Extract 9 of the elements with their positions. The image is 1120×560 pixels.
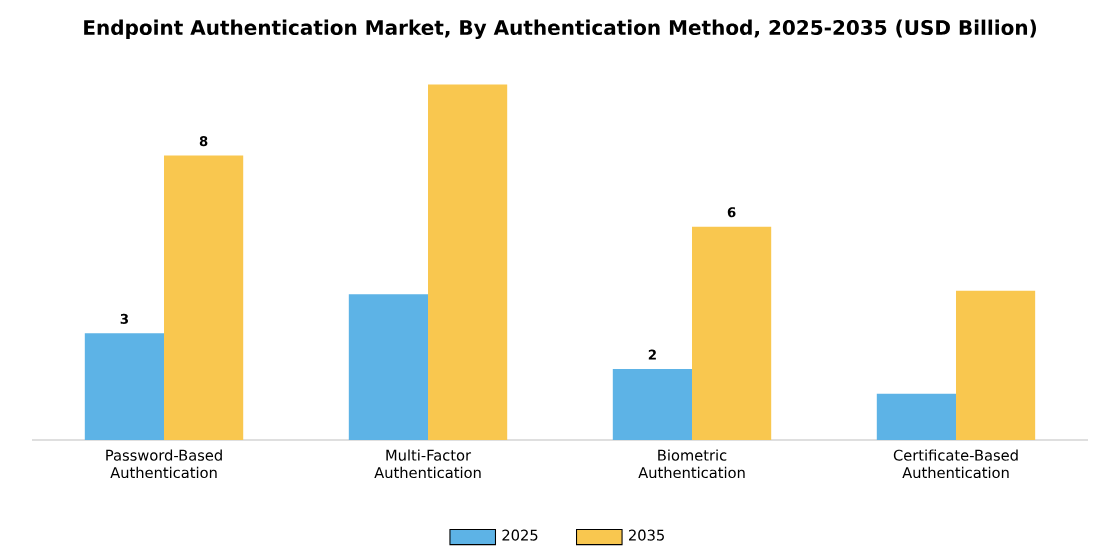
bar <box>955 290 1036 441</box>
bar <box>84 333 165 441</box>
bar <box>348 294 429 441</box>
bar <box>612 368 692 441</box>
bar <box>692 226 772 441</box>
bar <box>428 84 508 441</box>
bar <box>164 155 244 441</box>
chart-title: Endpoint Authentication Market, By Authentication Method, 2025-2035 (USD Billion) <box>84 19 1036 40</box>
bar <box>876 393 956 441</box>
